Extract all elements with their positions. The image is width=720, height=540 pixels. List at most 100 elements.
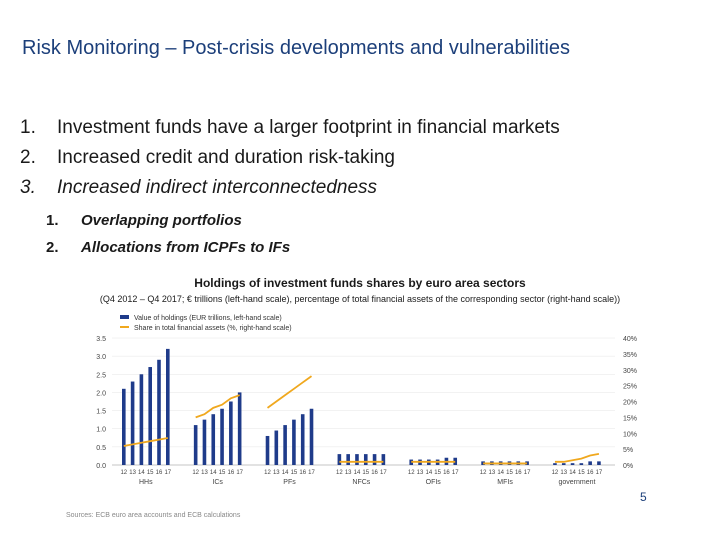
point-3: 3. Increased indirect interconnectedness (20, 173, 560, 203)
bar-government-17 (597, 461, 601, 465)
x-tick-label: 15 (219, 470, 226, 476)
x-tick-label: 17 (596, 470, 603, 476)
point-text: Increased credit and duration risk-takin… (57, 147, 395, 168)
share-line-government (554, 453, 600, 463)
sub-point-text: Overlapping portfolios (81, 212, 242, 229)
x-tick-label: 14 (282, 470, 289, 476)
x-tick-label: 15 (291, 470, 298, 476)
point-number: 3. (20, 177, 36, 198)
bar-hhs-13 (130, 381, 135, 465)
group-label-ics: ICs (212, 479, 223, 486)
bar-hhs-16 (157, 359, 161, 465)
x-tick-label: 14 (569, 470, 576, 476)
bar-pfs-12 (265, 435, 270, 465)
x-tick-label: 14 (425, 470, 432, 476)
holdings-chart: Value of holdings (EUR trillions, left-h… (96, 315, 637, 486)
x-tick-label: 15 (506, 470, 513, 476)
x-tick-label: 15 (434, 470, 441, 476)
bar-hhs-12 (122, 388, 126, 465)
x-tick-label: 16 (371, 470, 378, 476)
bar-ics-12 (193, 425, 198, 465)
bar-government-12 (553, 463, 557, 465)
chart-subtitle: (Q4 2012 – Q4 2017; € trillions (left-ha… (99, 294, 621, 304)
bar-nfcs-15 (363, 454, 368, 465)
x-tick-label: 12 (120, 470, 127, 476)
bar-hhs-14 (139, 374, 144, 465)
y-left-tick-label: 1.0 (96, 427, 106, 434)
bar-ics-16 (229, 401, 233, 465)
y-right-tick-label: 30% (623, 368, 637, 375)
y-right-tick-label: 15% (623, 415, 637, 422)
y-right-tick-label: 5% (623, 447, 633, 454)
bar-ics-17 (237, 392, 242, 465)
x-tick-label: 17 (236, 470, 243, 476)
y-left-tick-label: 3.5 (96, 336, 106, 343)
y-right-tick-label: 25% (623, 384, 637, 391)
legend-swatch-bars (120, 315, 129, 319)
group-label-pfs: PFs (283, 479, 296, 486)
x-tick-label: 15 (147, 470, 154, 476)
bar-pfs-15 (292, 419, 296, 465)
bar-pfs-14 (283, 425, 287, 465)
bar-ics-13 (202, 419, 207, 465)
bar-government-16 (588, 461, 592, 465)
bar-nfcs-14 (355, 454, 359, 465)
x-tick-label: 17 (308, 470, 315, 476)
group-label-hhs: HHs (139, 479, 153, 486)
x-tick-label: 14 (497, 470, 504, 476)
bar-government-14 (570, 463, 575, 465)
bar-ics-15 (220, 408, 224, 465)
x-tick-label: 14 (138, 470, 145, 476)
y-left-tick-label: 3.0 (96, 354, 106, 361)
point-1: 1. Investment funds have a larger footpr… (20, 113, 560, 143)
x-tick-label: 17 (524, 470, 531, 476)
main-points: 1. Investment funds have a larger footpr… (20, 113, 560, 203)
x-tick-label: 13 (345, 470, 352, 476)
bar-mfis-12 (481, 461, 485, 465)
legend-label-bars: Value of holdings (EUR trillions, left-h… (134, 315, 282, 322)
point-text: Increased indirect interconnectedness (57, 177, 378, 198)
bar-nfcs-13 (346, 454, 350, 465)
x-tick-label: 12 (336, 470, 343, 476)
bar-government-13 (561, 463, 566, 465)
y-left-tick-label: 1.5 (96, 409, 106, 416)
x-tick-label: 12 (408, 470, 415, 476)
y-right-tick-label: 20% (623, 400, 637, 407)
share-line-ics (195, 394, 240, 419)
sub-point-number: 2. (46, 239, 59, 256)
bar-hhs-17 (166, 348, 170, 465)
bar-nfcs-12 (337, 454, 342, 465)
y-right-tick-label: 40% (623, 336, 637, 343)
x-tick-label: 13 (417, 470, 424, 476)
bar-ics-14 (211, 414, 216, 465)
sub-point-number: 1. (46, 212, 59, 229)
x-tick-label: 17 (452, 470, 459, 476)
x-tick-label: 16 (443, 470, 450, 476)
x-tick-label: 15 (362, 470, 369, 476)
sub-point-1: 1. Overlapping portfolios (46, 207, 290, 234)
point-number: 2. (20, 147, 36, 168)
x-tick-label: 13 (201, 470, 208, 476)
y-left-tick-label: 0.5 (96, 445, 106, 452)
bar-pfs-16 (300, 414, 305, 465)
sub-point-text: Allocations from ICPFs to IFs (81, 239, 291, 256)
x-tick-label: 15 (578, 470, 585, 476)
x-tick-label: 12 (552, 470, 559, 476)
y-left-tick-label: 2.0 (96, 390, 106, 397)
bar-nfcs-16 (372, 454, 377, 465)
x-tick-label: 17 (164, 470, 171, 476)
bar-government-15 (579, 463, 584, 465)
x-tick-label: 13 (489, 470, 496, 476)
y-left-tick-label: 0.0 (96, 463, 106, 470)
bar-hhs-15 (148, 367, 152, 465)
x-tick-label: 13 (560, 470, 567, 476)
x-tick-label: 13 (129, 470, 136, 476)
chart-title: Holdings of investment funds shares by e… (194, 276, 526, 290)
group-label-ofis: OFIs (426, 479, 442, 486)
slide-title: Risk Monitoring – Post-crisis developmen… (22, 37, 571, 59)
y-right-tick-label: 10% (623, 431, 637, 438)
source-note: Sources: ECB euro area accounts and ECB … (66, 512, 241, 519)
page-number: 5 (640, 490, 647, 504)
x-tick-label: 13 (273, 470, 280, 476)
share-line-pfs (266, 375, 313, 409)
